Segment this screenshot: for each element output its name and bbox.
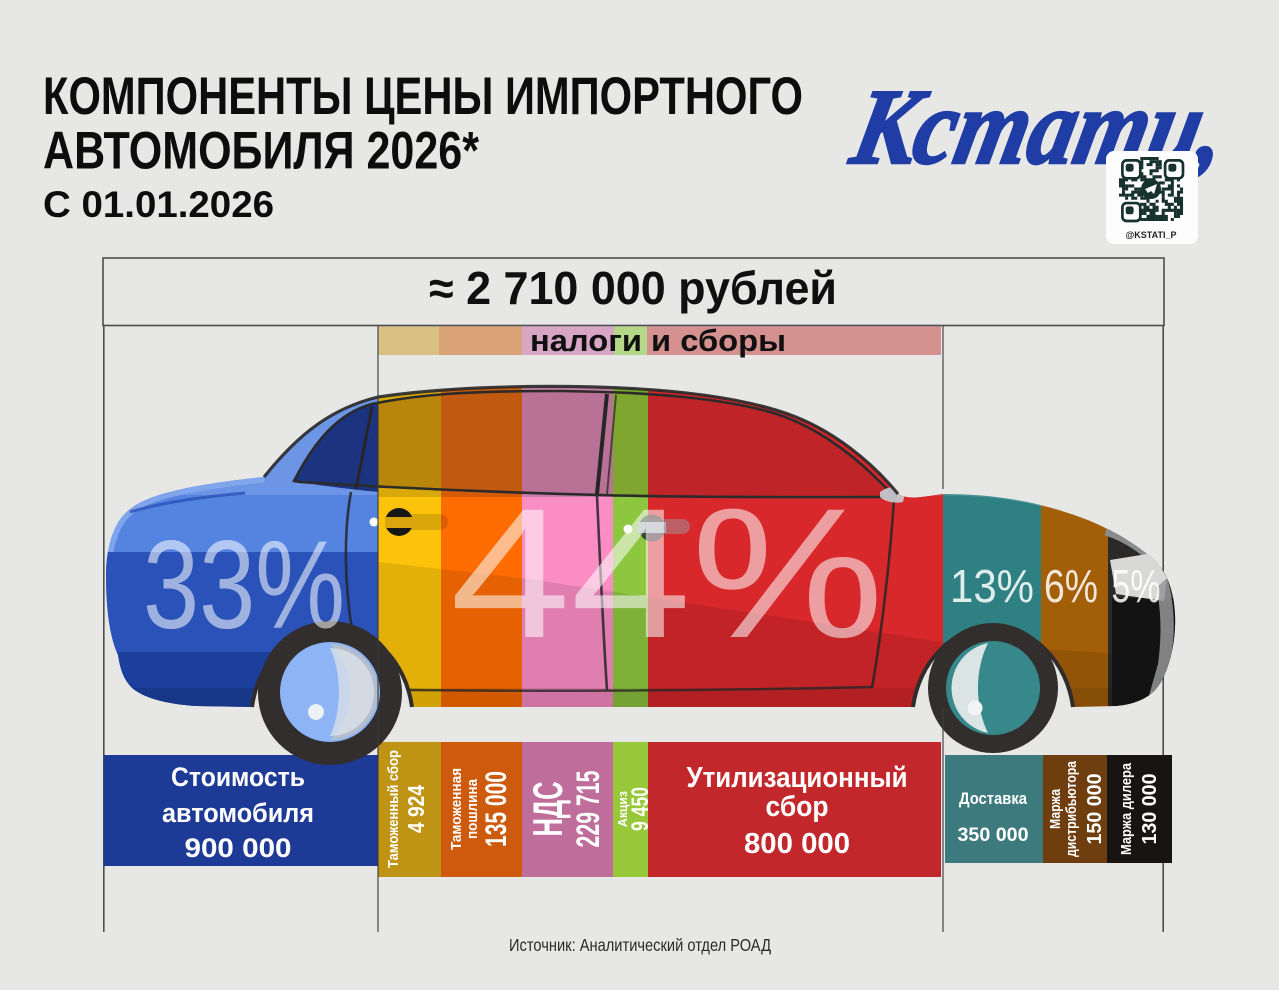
svg-text:Акциз: Акциз	[615, 790, 630, 827]
svg-text:44%: 44%	[450, 471, 884, 677]
svg-text:150 000: 150 000	[1084, 774, 1106, 845]
svg-text:229 715: 229 715	[570, 771, 606, 848]
svg-text:13%: 13%	[950, 560, 1034, 612]
svg-text:5%: 5%	[1112, 560, 1161, 612]
svg-text:900 000: 900 000	[185, 833, 292, 863]
svg-text:Стоимость: Стоимость	[171, 762, 305, 792]
svg-text:≈ 2 710 000 рублей: ≈ 2 710 000 рублей	[429, 262, 837, 314]
svg-text:АВТОМОБИЛЯ 2026*: АВТОМОБИЛЯ 2026*	[43, 122, 479, 181]
svg-text:пошлина: пошлина	[464, 778, 481, 839]
svg-text:800 000: 800 000	[744, 828, 850, 860]
svg-text:Таможенная: Таможенная	[448, 768, 465, 850]
svg-text:4 924: 4 924	[403, 785, 429, 833]
svg-text:Таможенный сбор: Таможенный сбор	[385, 750, 402, 868]
svg-text:налоги и сборы: налоги и сборы	[530, 323, 786, 358]
svg-text:КОМПОНЕНТЫ ЦЕНЫ ИМПОРТНОГО: КОМПОНЕНТЫ ЦЕНЫ ИМПОРТНОГО	[43, 67, 803, 126]
svg-text:@KSTATI_P: @KSTATI_P	[1126, 230, 1177, 240]
svg-text:350 000: 350 000	[958, 825, 1029, 846]
svg-text:6%: 6%	[1044, 560, 1098, 612]
svg-text:135 000: 135 000	[480, 771, 513, 847]
svg-text:Маржа: Маржа	[1047, 788, 1064, 829]
svg-text:дистрибьютора: дистрибьютора	[1063, 760, 1080, 857]
svg-text:автомобиля: автомобиля	[162, 798, 314, 828]
svg-text:Маржа дилера: Маржа дилера	[1118, 762, 1135, 855]
svg-text:Утилизационный: Утилизационный	[687, 762, 908, 794]
svg-text:130 000: 130 000	[1139, 774, 1161, 845]
svg-text:Доставка: Доставка	[959, 789, 1027, 808]
svg-text:сбор: сбор	[766, 791, 829, 823]
svg-text:9 450: 9 450	[627, 787, 654, 831]
svg-text:НДС: НДС	[524, 782, 571, 837]
svg-text:Источник: Аналитический отдел: Источник: Аналитический отдел РОАД	[509, 935, 771, 955]
svg-text:33%: 33%	[143, 516, 345, 655]
svg-text:С 01.01.2026: С 01.01.2026	[43, 184, 274, 225]
